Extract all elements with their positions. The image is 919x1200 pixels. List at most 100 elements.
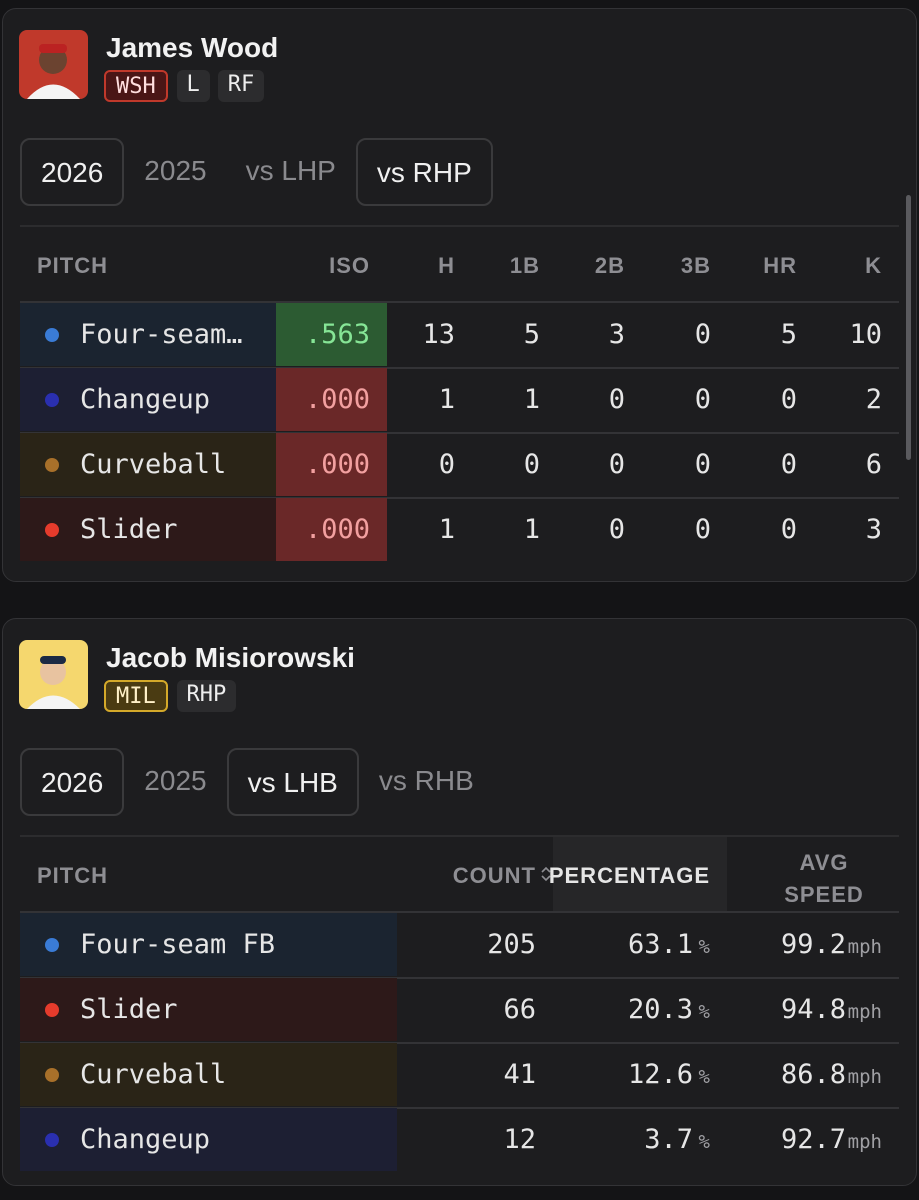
team-badge: MIL xyxy=(104,680,168,712)
iso-cell-bg xyxy=(276,433,387,496)
avg-speed: 94.8 xyxy=(780,994,846,1025)
cell: 0 xyxy=(608,384,625,415)
divider xyxy=(20,301,899,303)
pitch-name: Four-seam… xyxy=(80,319,243,350)
iso-cell-bg xyxy=(276,368,387,431)
cell: 0 xyxy=(523,449,540,480)
cell: 0 xyxy=(780,384,797,415)
cell: 13 xyxy=(422,319,455,350)
cell: 0 xyxy=(694,449,711,480)
row-label-bg xyxy=(20,1043,397,1106)
scrollbar xyxy=(906,195,911,460)
pitch-name: Changeup xyxy=(80,1124,211,1155)
tab[interactable]: vs LHB xyxy=(226,748,359,816)
pitch-dot xyxy=(45,523,59,537)
avatar xyxy=(19,30,88,99)
count: 12 xyxy=(503,1124,536,1155)
column-header: PITCH xyxy=(37,253,108,278)
column-header: K xyxy=(865,253,882,278)
unit: % xyxy=(698,1131,710,1153)
pitch-name: Slider xyxy=(80,994,178,1025)
row-label-bg xyxy=(20,303,276,366)
column-header: AVG SPEED xyxy=(784,850,864,907)
count: 205 xyxy=(487,929,536,960)
column-header: H xyxy=(438,253,455,278)
divider xyxy=(20,432,899,434)
cell: .000 xyxy=(304,514,370,545)
avg-speed: 86.8 xyxy=(780,1059,846,1090)
sort-icon[interactable] xyxy=(540,865,552,883)
column-header: 2B xyxy=(594,253,625,278)
percentage: 63.1 xyxy=(627,929,693,960)
tab[interactable]: 2025 xyxy=(144,155,207,186)
cell: 3 xyxy=(608,319,625,350)
pitch-dot xyxy=(45,458,59,472)
pitch-dot xyxy=(45,938,59,952)
header-highlight xyxy=(553,837,727,911)
cell: 0 xyxy=(694,384,711,415)
divider xyxy=(20,1042,899,1044)
column-header: COUNT xyxy=(452,863,536,888)
unit: mph xyxy=(847,1131,882,1153)
tab[interactable]: vs LHP xyxy=(245,155,336,186)
pitch-dot xyxy=(45,1003,59,1017)
tab[interactable]: vs RHP xyxy=(355,138,493,206)
player-name: James Wood xyxy=(106,32,279,63)
cell: 0 xyxy=(780,449,797,480)
percentage: 3.7 xyxy=(644,1124,693,1155)
pitch-name: Curveball xyxy=(80,1059,227,1090)
unit: mph xyxy=(847,936,882,958)
cell: 5 xyxy=(780,319,797,350)
divider xyxy=(20,1107,899,1109)
percentage: 20.3 xyxy=(627,994,693,1025)
percentage: 12.6 xyxy=(627,1059,693,1090)
tab[interactable]: 2026 xyxy=(20,138,125,206)
cell: .563 xyxy=(304,319,370,350)
row-label-bg xyxy=(20,433,276,496)
tab[interactable]: 2025 xyxy=(144,765,207,796)
divider xyxy=(20,225,899,227)
cell: 6 xyxy=(865,449,882,480)
divider xyxy=(20,497,899,499)
column-header: HR xyxy=(763,253,797,278)
pitch-dot xyxy=(45,393,59,407)
badge: RF xyxy=(217,70,265,102)
pitch-name: Slider xyxy=(80,514,178,545)
cell: 0 xyxy=(438,449,455,480)
player-name: Jacob Misiorowski xyxy=(106,642,355,673)
column-header[interactable]: PERCENTAGE xyxy=(548,863,710,888)
row-label-bg xyxy=(20,1108,397,1171)
pitch-name: Curveball xyxy=(80,449,227,480)
team-badge: WSH xyxy=(104,70,168,102)
tab[interactable]: vs RHB xyxy=(378,765,474,796)
cell: 5 xyxy=(523,319,540,350)
divider xyxy=(20,835,899,837)
unit: mph xyxy=(847,1066,882,1088)
cell: 0 xyxy=(694,319,711,350)
cell: 1 xyxy=(523,514,540,545)
cell: 0 xyxy=(780,514,797,545)
pitch-dot xyxy=(45,1133,59,1147)
count: 66 xyxy=(503,994,536,1025)
row-label-bg xyxy=(20,498,276,561)
cell: 3 xyxy=(865,514,882,545)
unit: mph xyxy=(847,1001,882,1023)
cell: 0 xyxy=(608,449,625,480)
cell: 0 xyxy=(608,514,625,545)
avatar xyxy=(19,640,88,709)
pitch-dot xyxy=(45,328,59,342)
unit: % xyxy=(698,936,710,958)
cell: 2 xyxy=(865,384,882,415)
column-header: 1B xyxy=(509,253,540,278)
avg-speed: 92.7 xyxy=(780,1124,846,1155)
column-header: 3B xyxy=(680,253,711,278)
cell: 1 xyxy=(438,514,455,545)
divider xyxy=(20,911,899,913)
tab[interactable]: 2026 xyxy=(20,748,125,816)
pitch-name: Four-seam FB xyxy=(80,929,276,960)
iso-cell-bg xyxy=(276,498,387,561)
avg-speed: 99.2 xyxy=(780,929,846,960)
badge: RHP xyxy=(176,680,237,712)
cell: 1 xyxy=(523,384,540,415)
